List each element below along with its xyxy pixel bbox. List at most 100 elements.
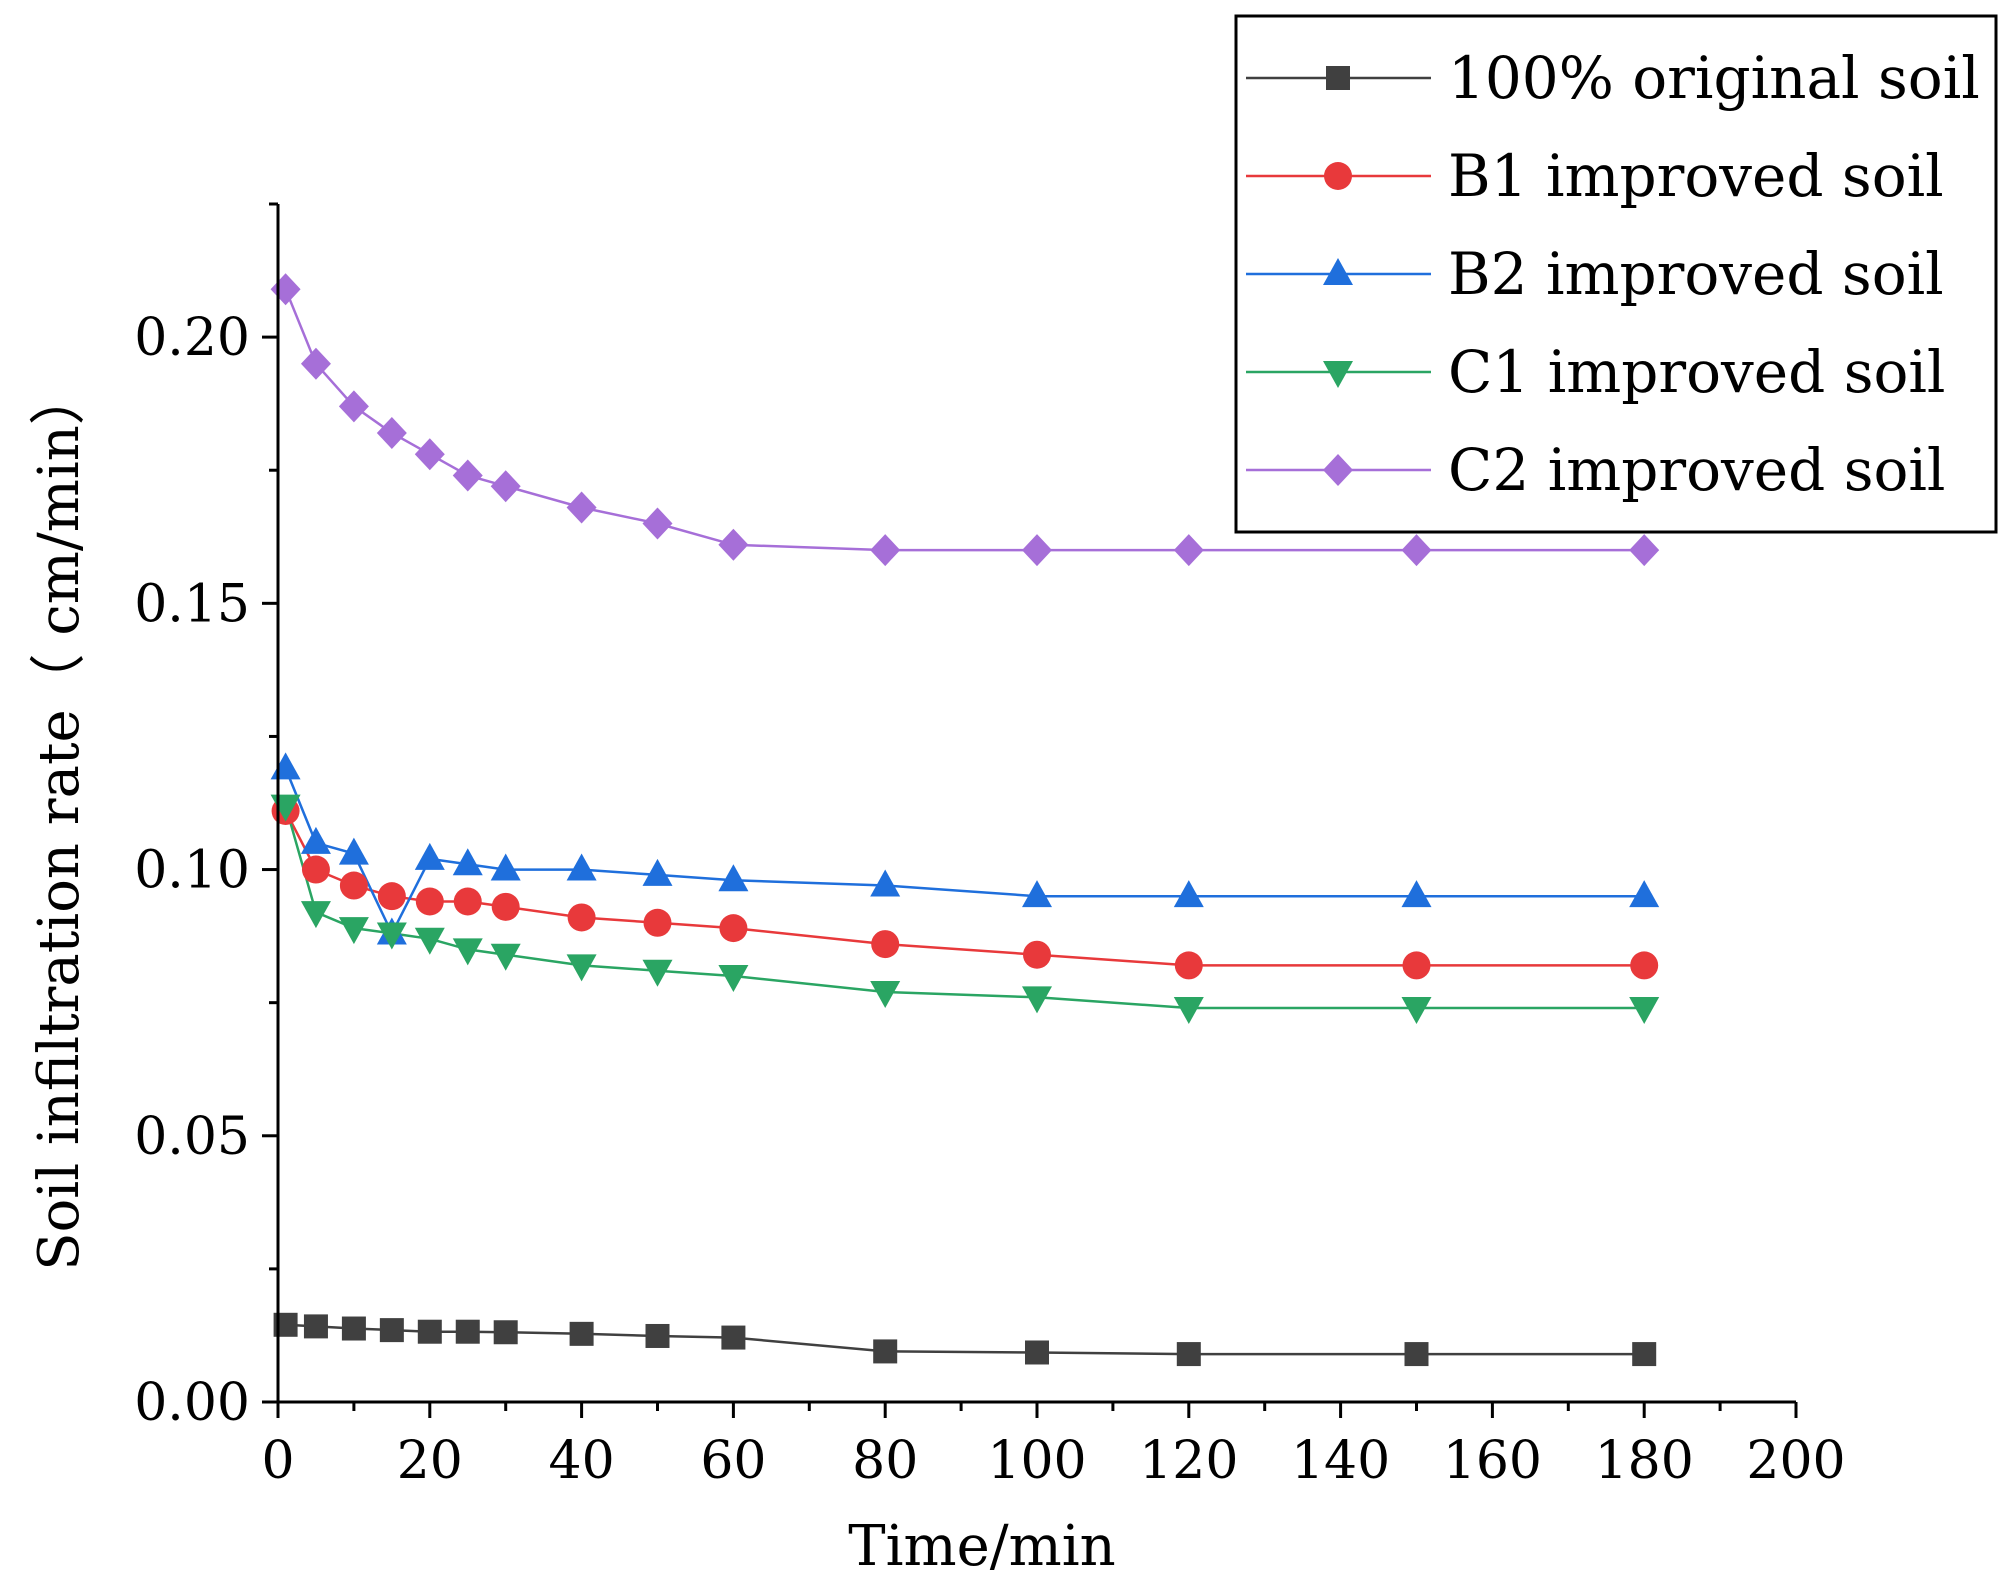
series-3-point <box>490 853 521 881</box>
series-markers <box>270 273 1660 1367</box>
series-1-point <box>1176 1342 1201 1367</box>
series-5-point <box>870 534 901 567</box>
legend-marker-2 <box>1324 162 1352 190</box>
series-4-point <box>1022 986 1052 1014</box>
legend-label-1: 100% original soil <box>1448 44 1980 112</box>
series-line-1 <box>285 1323 1645 1356</box>
series-line-4 <box>284 805 1645 1010</box>
series-3-point <box>718 864 749 892</box>
series-3-point <box>642 858 673 886</box>
series-4-point <box>1401 996 1432 1024</box>
series-5-point <box>452 459 483 492</box>
legend-marker-3 <box>1323 258 1353 285</box>
series-2-point <box>567 903 596 932</box>
legend-marker-1 <box>1326 66 1350 90</box>
y-tick-label: 0.20 <box>134 308 250 368</box>
series-5-point <box>1629 534 1660 567</box>
series-2-point <box>453 887 482 916</box>
series-1-point <box>493 1320 518 1345</box>
series-1-point <box>1632 1342 1657 1367</box>
y-tick-label: 0.00 <box>134 1373 250 1433</box>
series-2-point <box>415 887 444 916</box>
series-1-point <box>1025 1340 1049 1365</box>
series-1-point <box>417 1319 442 1344</box>
series-4-point <box>376 922 407 950</box>
legend-label-3: B2 improved soil <box>1448 240 1944 308</box>
series-2-point <box>1174 951 1203 980</box>
series-3-point <box>870 869 901 897</box>
series-4-point <box>452 938 483 966</box>
series-3-point <box>300 826 331 854</box>
series-4-point <box>1629 996 1660 1024</box>
series-2-point <box>1023 940 1051 969</box>
series-5-point <box>566 491 597 524</box>
series-2-point <box>643 908 672 937</box>
x-tick-label: 20 <box>397 1431 463 1491</box>
series-4-point <box>870 981 901 1009</box>
series-4-point <box>338 917 369 945</box>
legend-label-4: C1 improved soil <box>1448 338 1945 406</box>
series-3-point <box>1401 880 1432 908</box>
series-5-point <box>490 470 521 503</box>
series-5-point <box>1173 534 1204 567</box>
series-3-point <box>1022 880 1052 908</box>
series-4-point <box>642 959 673 987</box>
series-4-point <box>566 954 597 982</box>
series-3-point <box>1629 880 1660 908</box>
legend-marker-4 <box>1323 361 1353 388</box>
series-2-point <box>871 930 900 959</box>
series-4-point <box>414 927 445 955</box>
series-4-point <box>300 901 331 929</box>
x-tick-label: 100 <box>987 1431 1086 1491</box>
series-2-point <box>377 882 406 911</box>
series-5-point <box>718 528 749 561</box>
x-axis-title: Time/min <box>848 1514 1115 1575</box>
y-axis-title: Soil infiltration rate（ cm/min） <box>27 369 92 1271</box>
series-2-point <box>1630 951 1659 980</box>
series-1-point <box>455 1319 480 1344</box>
legend-label-2: B1 improved soil <box>1448 142 1944 210</box>
series-5-point <box>300 347 331 380</box>
legend: 100% original soil B1 improved soil B2 imp… <box>1234 14 1998 534</box>
series-1-point <box>645 1323 670 1348</box>
series-3-point <box>1173 880 1204 908</box>
legend-marker-5 <box>1323 454 1353 486</box>
series-1-point <box>569 1321 594 1346</box>
x-tick-label: 140 <box>1291 1431 1390 1491</box>
series-1-point <box>721 1325 746 1350</box>
series-4-point <box>490 943 521 971</box>
series-5-point <box>270 273 301 306</box>
series-3-point <box>338 837 369 865</box>
series-5-point <box>376 416 407 449</box>
x-tick-label: 200 <box>1746 1431 1845 1491</box>
x-tick-label: 180 <box>1595 1431 1694 1491</box>
x-tick-label: 160 <box>1443 1431 1542 1491</box>
series-4-point <box>718 965 749 993</box>
series-5-point <box>642 507 673 540</box>
series-5-point <box>1401 534 1432 567</box>
series-2-point <box>491 892 520 921</box>
series-3-point <box>270 752 301 780</box>
series-5-point <box>414 438 445 471</box>
x-tick-label: 60 <box>700 1431 766 1491</box>
x-tick-label: 40 <box>549 1431 615 1491</box>
series-2-point <box>719 914 748 943</box>
series-line-2 <box>284 810 1645 967</box>
x-tick-label: 120 <box>1139 1431 1238 1491</box>
series-2-point <box>1402 951 1431 980</box>
series-1-point <box>303 1314 328 1339</box>
y-tick-label: 0.15 <box>134 574 250 634</box>
series-1-point <box>341 1316 366 1341</box>
y-tick-label: 0.10 <box>134 841 250 901</box>
series-5-point <box>1022 534 1052 567</box>
series-4-point <box>1173 996 1204 1024</box>
axis-ticks: 0 20 40 60 80 100 120 140 160 180 200 0.00 0.05 0.10 0… <box>134 202 1846 1491</box>
x-tick-label: 80 <box>852 1431 918 1491</box>
series-3-point <box>566 853 597 881</box>
series-3-point <box>452 848 483 876</box>
y-tick-label: 0.05 <box>134 1107 250 1167</box>
x-tick-label: 0 <box>261 1431 294 1491</box>
series-1-point <box>379 1318 404 1343</box>
series-line-3 <box>284 767 1645 937</box>
